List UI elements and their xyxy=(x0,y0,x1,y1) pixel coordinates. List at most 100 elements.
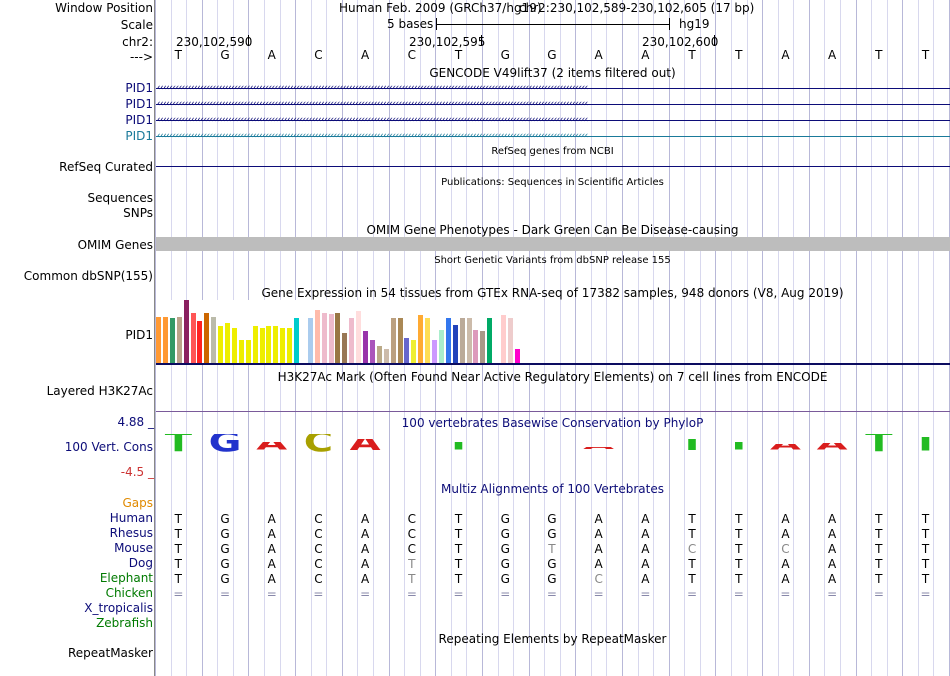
gtex-tissue-bar[interactable] xyxy=(314,310,320,363)
gtex-tissue-bar[interactable] xyxy=(383,349,389,363)
gtex-tissue-bar[interactable] xyxy=(438,330,444,363)
gtex-tissue-bar[interactable] xyxy=(507,318,513,363)
alignment-base: T xyxy=(735,557,743,571)
phylop-base-glyph: A xyxy=(256,442,288,454)
alignment-base: A xyxy=(641,512,650,526)
gencode-item-label[interactable]: PID1 xyxy=(125,97,153,111)
gencode-item-line[interactable] xyxy=(156,120,950,121)
gtex-tissue-bar[interactable] xyxy=(252,326,258,363)
track-left-border xyxy=(154,0,155,676)
alignment-base: = xyxy=(780,587,791,601)
position-text[interactable]: chr2:230,102,589-230,102,605 (17 bp) xyxy=(519,1,755,15)
gtex-tissue-bar[interactable] xyxy=(328,314,334,363)
gtex-tissue-bar[interactable] xyxy=(245,340,251,363)
gtex-tissue-bar[interactable] xyxy=(183,300,189,363)
gtex-tissue-bar[interactable] xyxy=(321,313,327,363)
gtex-tissue-bar[interactable] xyxy=(487,318,493,363)
alignment-base: A xyxy=(828,542,837,556)
gencode-item-label[interactable]: PID1 xyxy=(125,129,153,143)
phylop-base-glyph: T xyxy=(444,442,473,454)
gtex-tissue-bar[interactable] xyxy=(162,317,168,363)
gtex-tissue-bar[interactable] xyxy=(356,311,362,363)
species-label[interactable]: Dog xyxy=(128,556,153,570)
species-label[interactable]: Chicken xyxy=(105,586,153,600)
gtex-tissue-bar[interactable] xyxy=(294,318,299,363)
repeatmasker-label[interactable]: RepeatMasker xyxy=(67,646,153,660)
species-label[interactable]: Mouse xyxy=(114,541,153,555)
gtex-tissue-bar[interactable] xyxy=(190,313,196,363)
alignment-base: C xyxy=(314,572,323,586)
gtex-tissue-bar[interactable] xyxy=(211,317,217,363)
gtex-tissue-bar[interactable] xyxy=(397,318,403,363)
gencode-title[interactable]: GENCODE V49lift37 (2 items filtered out) xyxy=(429,66,676,80)
alignment-base: T xyxy=(454,572,463,586)
gtex-tissue-bar[interactable] xyxy=(266,326,272,363)
gtex-tissue-bar[interactable] xyxy=(259,328,265,363)
sequences-label[interactable]: Sequences xyxy=(87,191,153,205)
gtex-tissue-bar[interactable] xyxy=(218,326,224,363)
gtex-tissue-bar[interactable] xyxy=(280,328,286,363)
gtex-tissue-bar[interactable] xyxy=(273,326,279,363)
gtex-tissue-bar[interactable] xyxy=(231,328,237,363)
gtex-tissue-bar[interactable] xyxy=(473,330,479,363)
gencode-item-line[interactable] xyxy=(156,104,950,105)
refseq-track-line[interactable] xyxy=(156,166,950,167)
gtex-tissue-bar[interactable] xyxy=(197,321,203,363)
phylop-min: -4.5 _ xyxy=(120,465,154,479)
species-label[interactable]: Elephant xyxy=(99,571,153,585)
gtex-tissue-bar[interactable] xyxy=(156,317,161,363)
gtex-tissue-bar[interactable] xyxy=(466,318,472,363)
gtex-tissue-bar[interactable] xyxy=(432,340,437,363)
gtex-tissue-bar[interactable] xyxy=(404,338,410,363)
gtex-tissue-bar[interactable] xyxy=(411,340,417,363)
gtex-tissue-bar[interactable] xyxy=(480,331,486,363)
gtex-tissue-bar[interactable] xyxy=(390,318,396,363)
gtex-tissue-bar[interactable] xyxy=(204,313,210,363)
gtex-tissue-bar[interactable] xyxy=(459,318,465,363)
phylop-label[interactable]: 100 Vert. Cons xyxy=(64,440,153,454)
alignment-base: T xyxy=(688,557,696,571)
gtex-tissue-bar[interactable] xyxy=(501,315,506,363)
gencode-item-label[interactable]: PID1 xyxy=(125,113,153,127)
gtex-tissue-bar[interactable] xyxy=(335,313,341,363)
gencode-item-label[interactable]: PID1 xyxy=(125,81,153,95)
species-label[interactable]: Zebrafish xyxy=(96,616,153,630)
gtex-tissue-bar[interactable] xyxy=(287,328,293,363)
gtex-tissue-bar[interactable] xyxy=(514,349,520,363)
alignment-base: C xyxy=(407,542,417,556)
gtex-label[interactable]: PID1 xyxy=(125,328,153,342)
gtex-tissue-bar[interactable] xyxy=(176,317,182,363)
gtex-tissue-bar[interactable] xyxy=(445,318,451,363)
omim-gene-bar[interactable] xyxy=(156,237,950,251)
gencode-item-line[interactable] xyxy=(156,88,950,89)
sequence-base: T xyxy=(174,48,183,62)
gtex-tissue-bar[interactable] xyxy=(369,340,375,363)
alignment-base: G xyxy=(500,512,510,526)
gtex-tissue-bar[interactable] xyxy=(169,318,175,363)
alignment-base: A xyxy=(781,527,790,541)
dbsnp-label[interactable]: Common dbSNP(155) xyxy=(23,269,153,283)
gtex-tissue-bar[interactable] xyxy=(376,346,382,363)
gtex-tissue-bar[interactable] xyxy=(307,318,313,363)
gaps-label[interactable]: Gaps xyxy=(122,496,153,510)
refseq-label[interactable]: RefSeq Curated xyxy=(59,160,153,174)
gtex-tissue-bar[interactable] xyxy=(342,333,348,363)
gtex-tissue-bar[interactable] xyxy=(418,315,424,363)
gtex-tissue-bar[interactable] xyxy=(238,340,244,363)
gtex-tissue-bar[interactable] xyxy=(452,325,458,363)
species-label[interactable]: Rhesus xyxy=(109,526,153,540)
gtex-tissue-bar[interactable] xyxy=(225,323,230,363)
alignment-base: G xyxy=(547,557,557,571)
species-label[interactable]: Human xyxy=(109,511,153,525)
gtex-tissue-bar[interactable] xyxy=(349,318,355,363)
gencode-item-line[interactable] xyxy=(156,136,950,137)
gtex-bar-chart[interactable] xyxy=(156,300,536,363)
gtex-tissue-bar[interactable] xyxy=(425,318,431,363)
species-label[interactable]: X_tropicalis xyxy=(84,601,153,615)
gtex-tissue-bar[interactable] xyxy=(363,331,368,363)
strand-arrow-label: ---> xyxy=(129,50,153,64)
snps-label[interactable]: SNPs xyxy=(123,206,153,220)
omim-label[interactable]: OMIM Genes xyxy=(77,238,153,252)
h3k27ac-label[interactable]: Layered H3K27Ac xyxy=(46,384,153,398)
